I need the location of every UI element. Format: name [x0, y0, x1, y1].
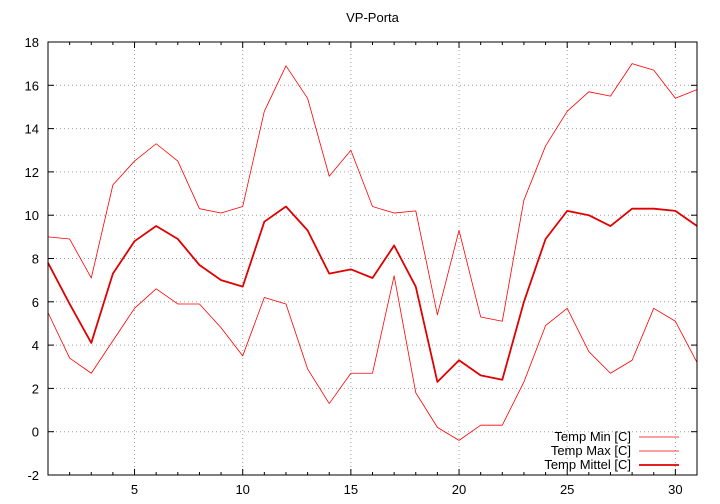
axis-ticks — [47, 41, 698, 476]
y-tick-label: 14 — [25, 122, 39, 137]
series-lines — [47, 63, 698, 441]
y-tick-label: 4 — [32, 338, 39, 353]
x-tick-label: 15 — [344, 482, 358, 497]
series-line-2 — [47, 63, 698, 322]
y-tick-label: 2 — [32, 381, 39, 396]
y-tick-label: 6 — [32, 295, 39, 310]
y-tick-label: 10 — [25, 208, 39, 223]
legend: Temp Min [C]Temp Max [C]Temp Mittel [C] — [544, 429, 679, 472]
x-tick-label: 25 — [560, 482, 574, 497]
y-tick-label: 12 — [25, 165, 39, 180]
y-tick-label: 8 — [32, 252, 39, 267]
x-tick-label: 5 — [131, 482, 138, 497]
legend-label: Temp Max [C] — [551, 443, 631, 458]
y-tick-label: 18 — [25, 35, 39, 50]
series-line-1 — [47, 275, 698, 441]
y-tick-label: 16 — [25, 78, 39, 93]
y-tick-label: 0 — [32, 425, 39, 440]
chart-title: VP-Porta — [346, 10, 400, 25]
series-line-3 — [47, 205, 698, 383]
x-tick-label: 10 — [235, 482, 249, 497]
y-tick-label: -2 — [27, 468, 39, 483]
legend-label: Temp Mittel [C] — [544, 457, 631, 472]
legend-label: Temp Min [C] — [554, 429, 631, 444]
grid — [48, 42, 697, 475]
x-tick-label: 30 — [668, 482, 682, 497]
axis-tick-labels: -2 0 2 4 6 8 10 12 14 16 18 5 10 15 20 25 30 — [25, 35, 683, 497]
x-tick-label: 20 — [452, 482, 466, 497]
